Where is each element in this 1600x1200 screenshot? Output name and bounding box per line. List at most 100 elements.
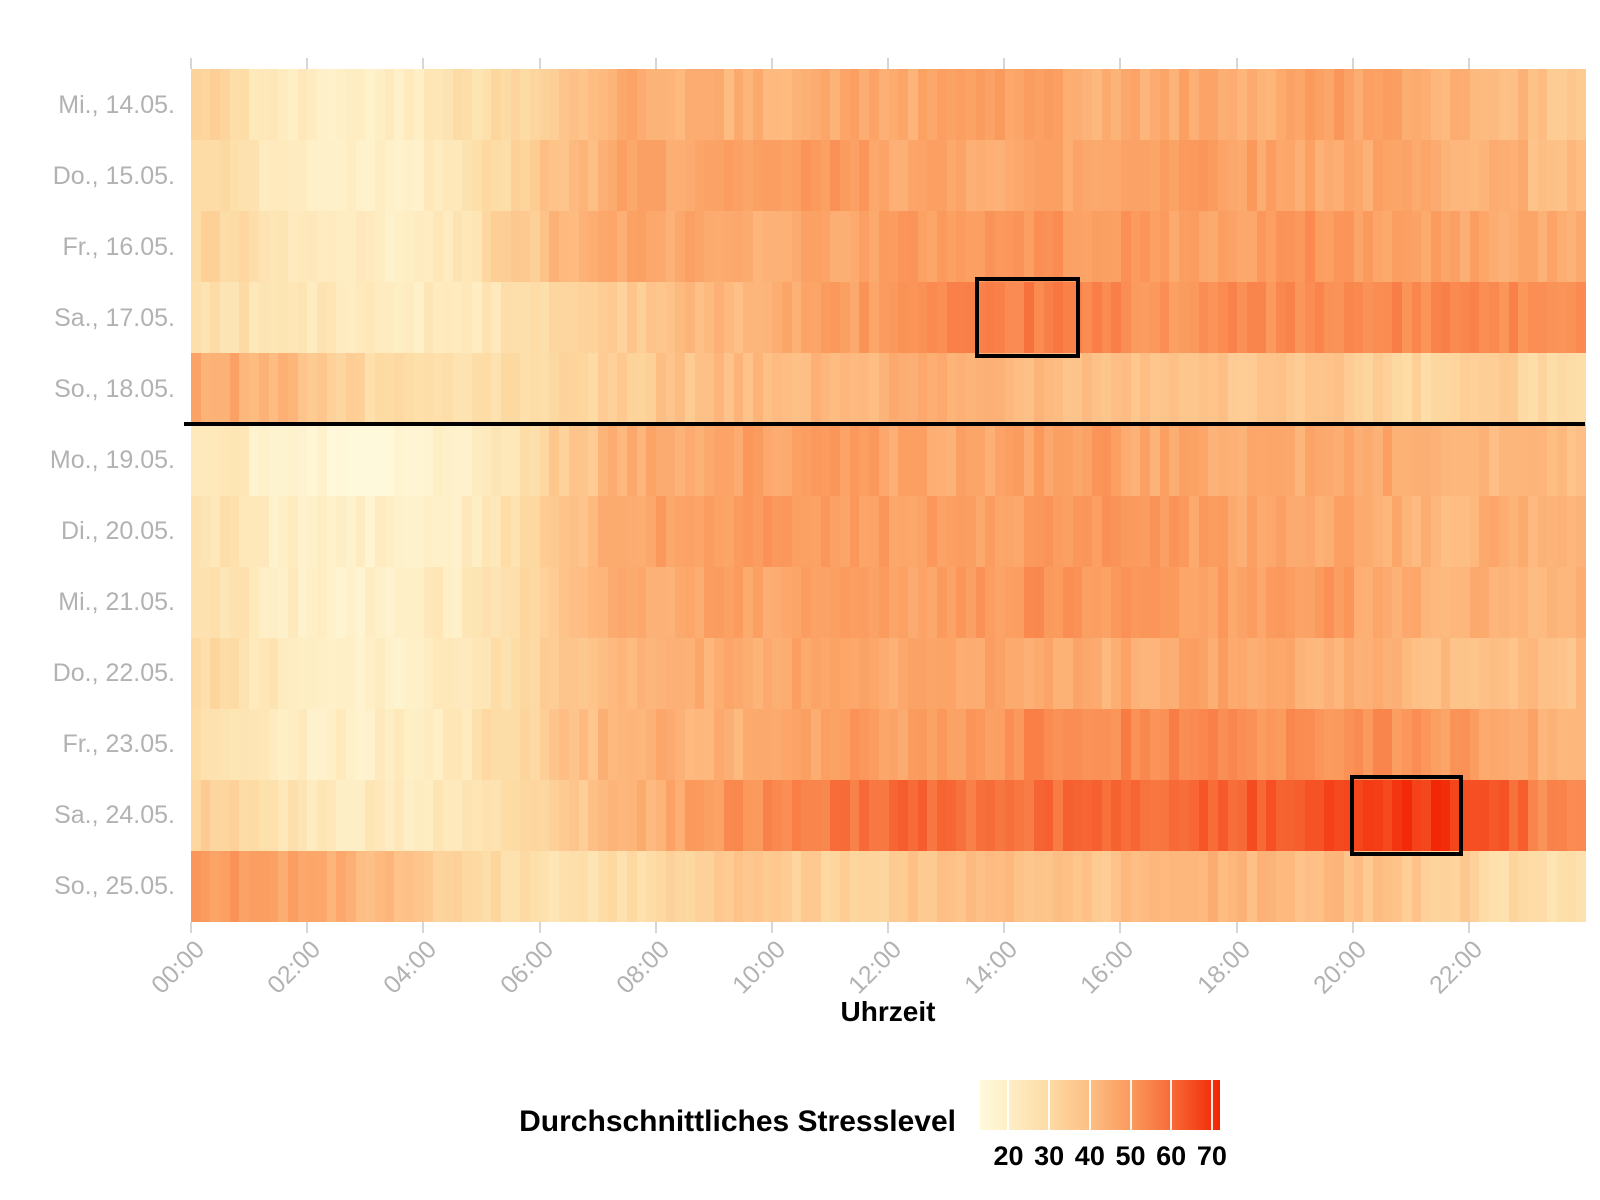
- heatmap-cell: [510, 637, 521, 710]
- heatmap-cell: [1198, 424, 1209, 496]
- heatmap-cell: [1082, 282, 1092, 354]
- heatmap-cell: [1004, 353, 1015, 425]
- heatmap-cell: [665, 566, 676, 639]
- heatmap-cell: [830, 566, 841, 639]
- heatmap-cell: [1188, 708, 1199, 781]
- heatmap-cell: [1004, 637, 1015, 710]
- heatmap-cell: [1198, 850, 1209, 923]
- heatmap-cell: [743, 637, 753, 710]
- heatmap-cell: [1053, 779, 1063, 852]
- heatmap-cell: [413, 211, 424, 283]
- heatmap-cell: [549, 424, 560, 496]
- heatmap-cell: [229, 69, 240, 141]
- heatmap-cell: [1053, 424, 1063, 496]
- heatmap-cell: [355, 140, 366, 212]
- heatmap-cell: [946, 69, 957, 141]
- heatmap-cell: [1343, 779, 1354, 852]
- heatmap-cell: [1372, 566, 1383, 639]
- heatmap-cell: [229, 211, 240, 283]
- heatmap-cell: [336, 779, 346, 852]
- heatmap-cell: [1576, 850, 1586, 923]
- heatmap-cell: [1450, 708, 1461, 781]
- heatmap-cell: [355, 637, 366, 710]
- heatmap-cell: [966, 566, 976, 639]
- heatmap-cell: [1276, 495, 1286, 568]
- heatmap-cell: [1392, 566, 1402, 639]
- heatmap-cell: [239, 282, 250, 354]
- heatmap-cell: [520, 140, 531, 212]
- heatmap-cell: [1460, 637, 1470, 710]
- heatmap-cell: [510, 424, 521, 496]
- heatmap-cell: [1305, 850, 1315, 923]
- heatmap-cell: [1004, 708, 1015, 781]
- x-axis-tick-top: [1235, 58, 1238, 69]
- heatmap-cell: [268, 637, 279, 710]
- heatmap-cell: [1237, 708, 1247, 781]
- heatmap-cell: [220, 637, 230, 710]
- heatmap-cell: [1091, 140, 1102, 212]
- heatmap-cell: [1024, 424, 1034, 496]
- heatmap-row: [191, 353, 1586, 425]
- heatmap-cell: [1217, 282, 1228, 354]
- heatmap-cell: [1527, 779, 1538, 852]
- heatmap-cell: [801, 140, 811, 212]
- heatmap-cell: [801, 566, 811, 639]
- heatmap-cell: [1179, 140, 1189, 212]
- heatmap-cell: [258, 211, 269, 283]
- heatmap-cell: [355, 211, 366, 283]
- heatmap-cell: [917, 637, 928, 710]
- heatmap-cell: [1266, 69, 1276, 141]
- heatmap-cell: [423, 282, 434, 354]
- heatmap-cell: [249, 495, 259, 568]
- heatmap-cell: [442, 282, 453, 354]
- heatmap-cell: [685, 779, 695, 852]
- heatmap-cell: [1508, 69, 1519, 141]
- heatmap-cell: [559, 69, 569, 141]
- heatmap-cell: [685, 140, 695, 212]
- heatmap-cell: [1208, 566, 1218, 639]
- heatmap-cell: [636, 708, 647, 781]
- heatmap-cell: [1053, 353, 1063, 425]
- heatmap-cell: [714, 850, 724, 923]
- heatmap-cell: [888, 424, 899, 496]
- heatmap-cell: [946, 708, 957, 781]
- heatmap-cell: [471, 211, 482, 283]
- heatmap-cell: [936, 566, 947, 639]
- heatmap-cell: [1150, 850, 1160, 923]
- heatmap-cell: [1324, 424, 1335, 496]
- heatmap-cell: [539, 69, 550, 141]
- heatmap-cell: [423, 140, 434, 212]
- heatmap-cell: [1208, 495, 1218, 568]
- heatmap-cell: [307, 424, 317, 496]
- heatmap-cell: [1440, 779, 1451, 852]
- heatmap-cell: [413, 282, 424, 354]
- heatmap-cell: [1130, 566, 1141, 639]
- heatmap-cell: [811, 850, 821, 923]
- heatmap-cell: [1101, 211, 1112, 283]
- heatmap-cell: [1372, 211, 1383, 283]
- heatmap-cell: [1062, 140, 1073, 212]
- heatmap-cell: [898, 140, 908, 212]
- heatmap-cell: [791, 140, 802, 212]
- heatmap-cell: [820, 566, 831, 639]
- heatmap-cell: [1295, 779, 1306, 852]
- heatmap-cell: [1179, 211, 1189, 283]
- heatmap-cell: [1547, 495, 1557, 568]
- heatmap-cell: [1043, 424, 1054, 496]
- heatmap-cell: [462, 424, 472, 496]
- heatmap-cell: [714, 566, 724, 639]
- heatmap-cell: [1091, 353, 1102, 425]
- heatmap-cell: [936, 424, 947, 496]
- heatmap-cell: [956, 708, 966, 781]
- heatmap-cell: [1450, 779, 1461, 852]
- heatmap-cell: [404, 211, 414, 283]
- heatmap-cell: [1121, 566, 1131, 639]
- heatmap-cell: [1479, 353, 1490, 425]
- heatmap-cell: [1489, 140, 1499, 212]
- heatmap-cell: [1276, 779, 1286, 852]
- heatmap-cell: [1527, 495, 1538, 568]
- heatmap-cell: [1363, 637, 1373, 710]
- heatmap-cell: [1489, 424, 1499, 496]
- heatmap-cell: [1169, 495, 1180, 568]
- heatmap-cell: [985, 637, 996, 710]
